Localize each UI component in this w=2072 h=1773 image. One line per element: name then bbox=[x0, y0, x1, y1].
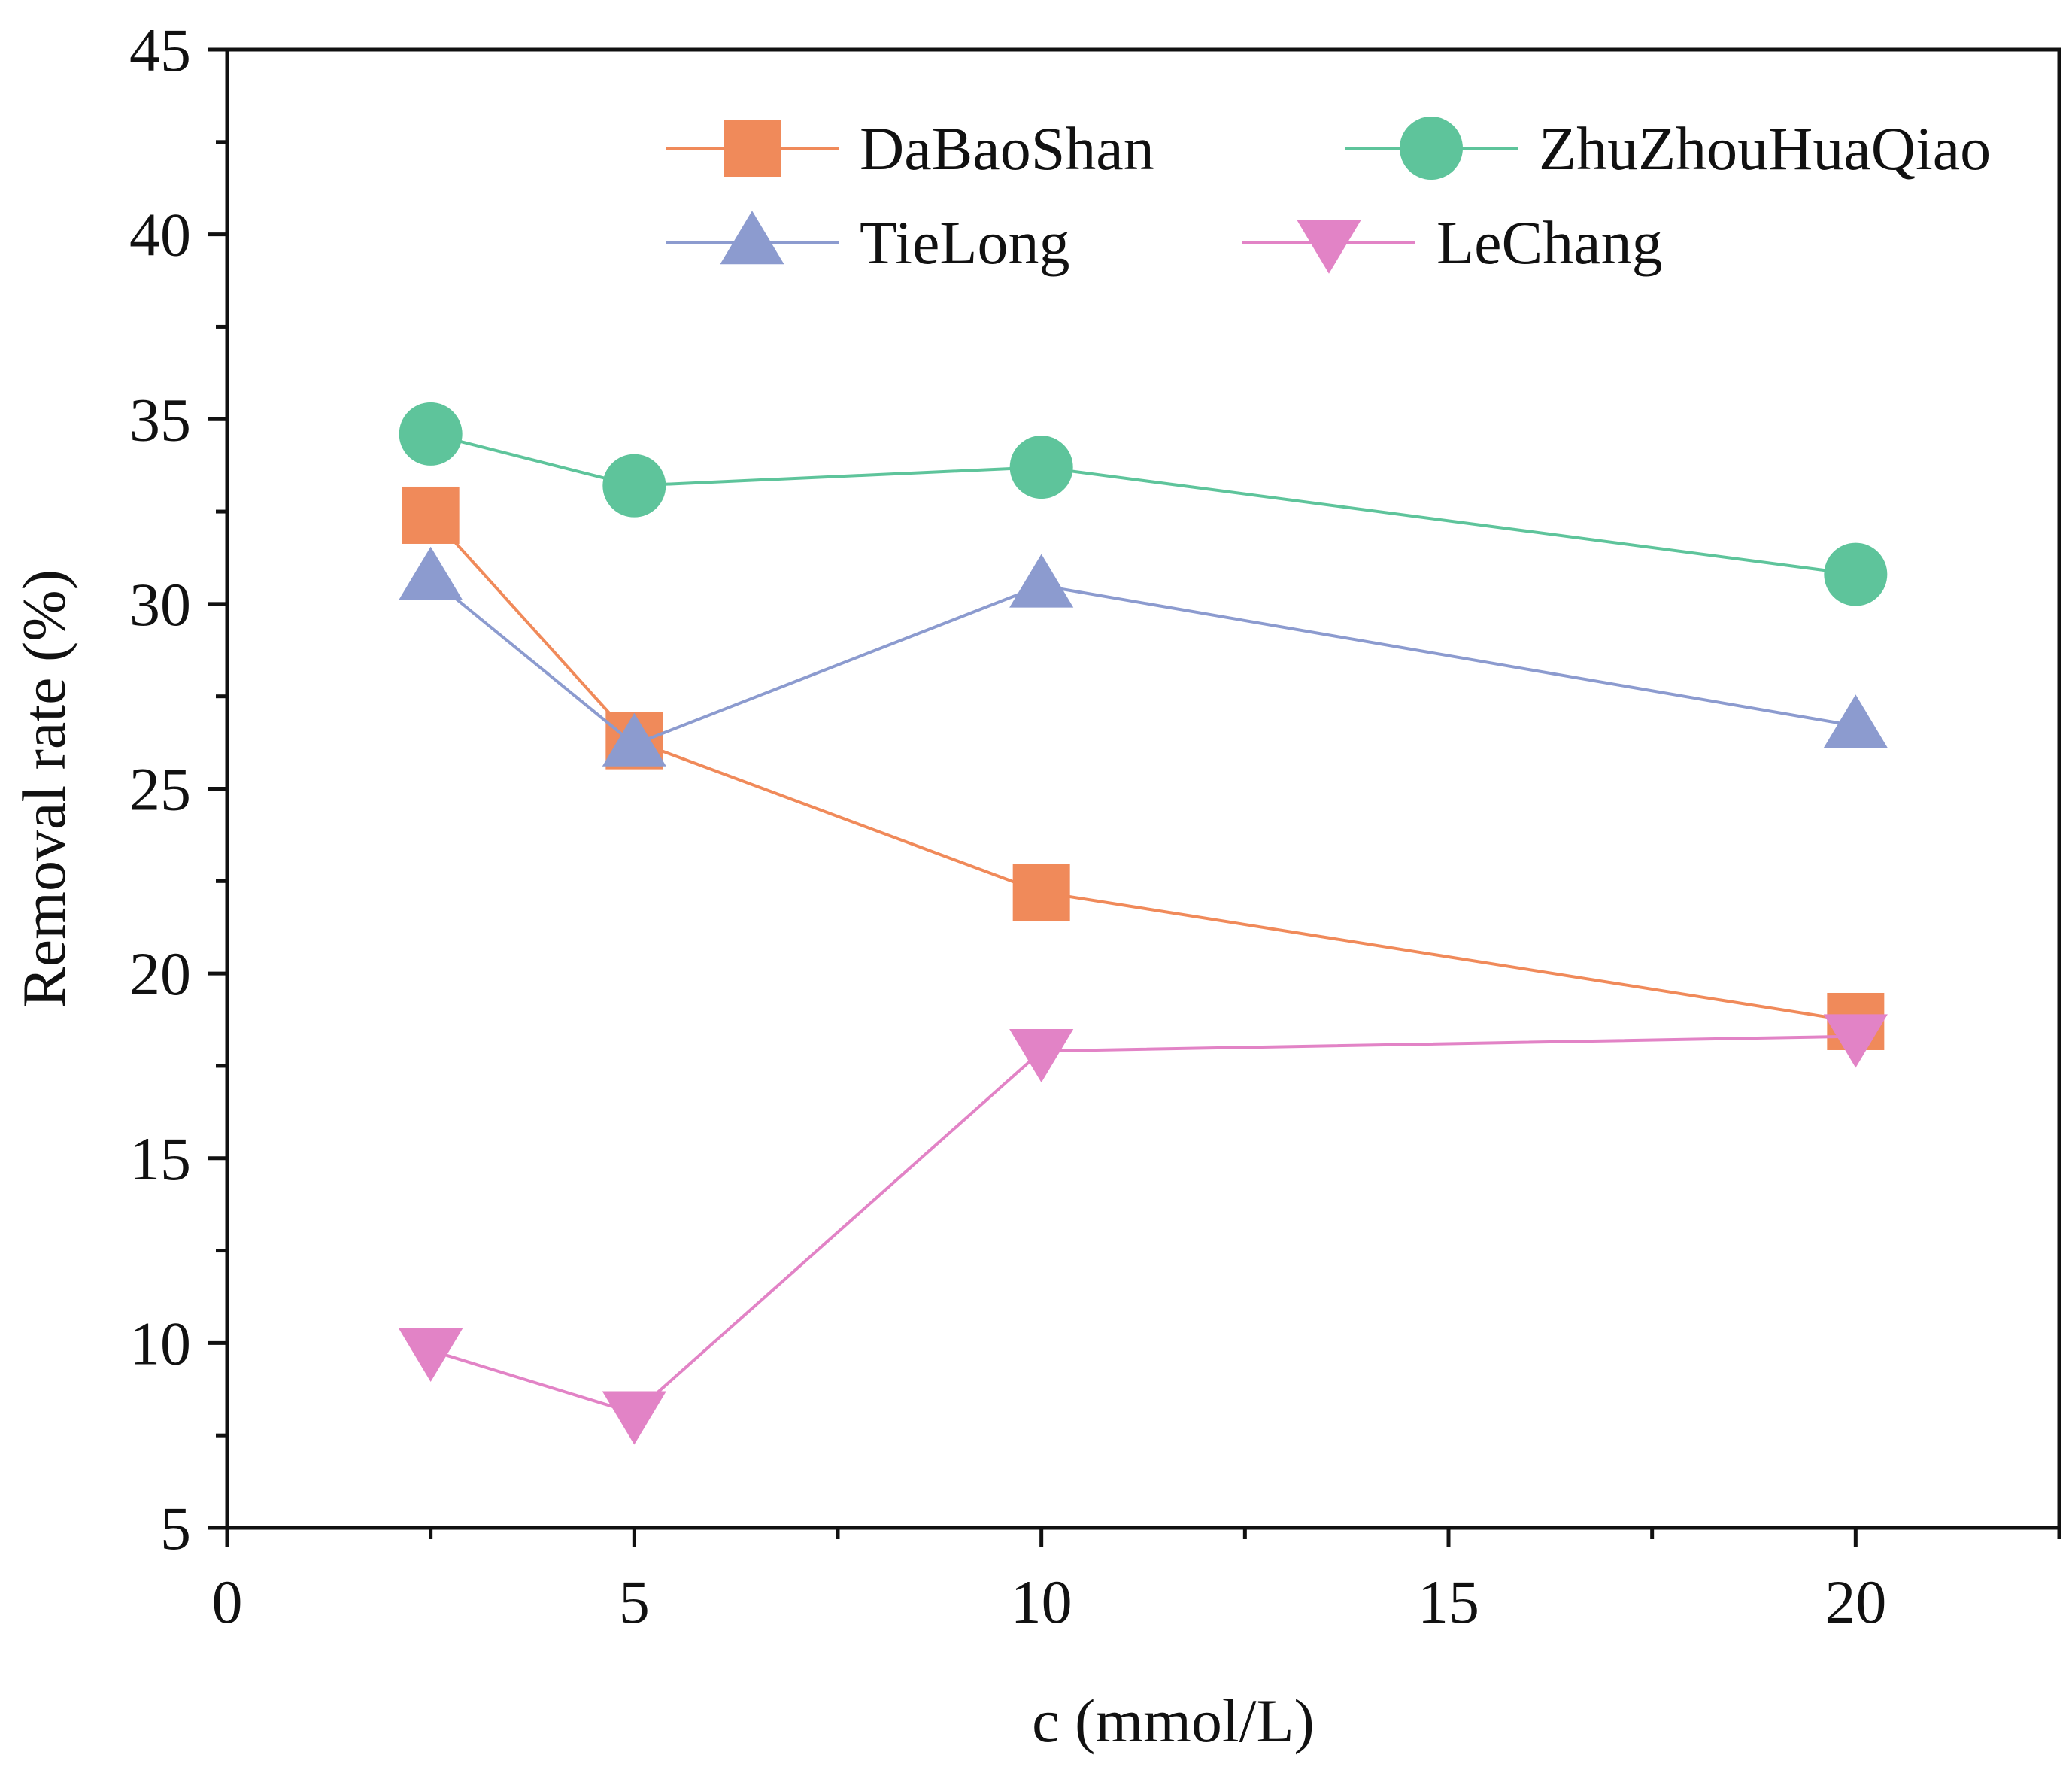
data-point-zhuzhouhuaqiao bbox=[1009, 436, 1073, 499]
series-lechang bbox=[399, 1014, 1888, 1445]
data-point-zhuzhouhuaqiao bbox=[1824, 542, 1888, 606]
data-point-tielong bbox=[1823, 694, 1888, 748]
y-tick-label: 40 bbox=[129, 201, 191, 269]
legend-item-lechang: LeChang bbox=[1242, 208, 1663, 277]
y-tick-label: 15 bbox=[129, 1125, 191, 1193]
legend: DaBaoShan ZhuZhouHuaQiao TieLong LeChang bbox=[666, 114, 1991, 277]
legend-marker-tielong bbox=[720, 211, 784, 265]
y-tick-label: 20 bbox=[129, 940, 191, 1008]
data-point-lechang bbox=[1009, 1029, 1074, 1083]
series-line-zhuzhouhuaqiao bbox=[430, 432, 1856, 576]
x-tick-label: 5 bbox=[619, 1568, 650, 1636]
series-zhuzhouhuaqiao bbox=[399, 402, 1888, 606]
data-point-zhuzhouhuaqiao bbox=[399, 402, 463, 466]
x-axis-title: c (mmol/L) bbox=[1032, 1686, 1315, 1755]
series-line-lechang bbox=[430, 1034, 1856, 1415]
x-tick-label: 20 bbox=[1825, 1568, 1886, 1636]
series-dabaoshan bbox=[402, 486, 1885, 1050]
data-point-lechang bbox=[1823, 1014, 1888, 1068]
series-tielong bbox=[399, 546, 1888, 767]
legend-marker-dabaoshan bbox=[724, 120, 781, 177]
legend-marker-zhuzhouhuaqiao bbox=[1400, 117, 1463, 180]
data-point-zhuzhouhuaqiao bbox=[602, 454, 666, 518]
y-tick-label: 30 bbox=[129, 570, 191, 639]
data-point-tielong bbox=[1009, 554, 1074, 608]
data-point-lechang bbox=[399, 1328, 463, 1382]
legend-label-zhuzhouhuaqiao: ZhuZhouHuaQiao bbox=[1539, 114, 1991, 183]
y-tick-label: 45 bbox=[129, 16, 191, 84]
data-point-dabaoshan bbox=[402, 486, 460, 544]
y-tick-label: 25 bbox=[129, 755, 191, 824]
legend-label-lechang: LeChang bbox=[1436, 208, 1663, 277]
x-tick-label: 15 bbox=[1418, 1568, 1479, 1636]
legend-item-dabaoshan: DaBaoShan bbox=[666, 114, 1154, 183]
legend-item-zhuzhouhuaqiao: ZhuZhouHuaQiao bbox=[1345, 114, 1991, 183]
y-tick-label: 10 bbox=[129, 1309, 191, 1377]
data-point-tielong bbox=[602, 712, 666, 767]
data-point-dabaoshan bbox=[1012, 864, 1070, 921]
data-point-lechang bbox=[602, 1391, 666, 1445]
x-tick-label: 10 bbox=[1011, 1568, 1072, 1636]
legend-item-tielong: TieLong bbox=[666, 208, 1069, 277]
y-tick-label: 5 bbox=[160, 1494, 191, 1562]
plot-frame bbox=[225, 47, 2061, 1530]
y-axis-title: Removal rate (%) bbox=[10, 569, 78, 1008]
legend-label-tielong: TieLong bbox=[860, 208, 1069, 277]
x-tick-label: 0 bbox=[212, 1568, 243, 1636]
legend-label-dabaoshan: DaBaoShan bbox=[860, 114, 1154, 183]
series-layer bbox=[399, 402, 1888, 1445]
data-point-tielong bbox=[399, 546, 463, 600]
y-tick-label: 35 bbox=[129, 385, 191, 454]
series-line-dabaoshan bbox=[429, 514, 1856, 1023]
legend-marker-lechang bbox=[1297, 220, 1361, 274]
series-line-tielong bbox=[429, 576, 1856, 746]
